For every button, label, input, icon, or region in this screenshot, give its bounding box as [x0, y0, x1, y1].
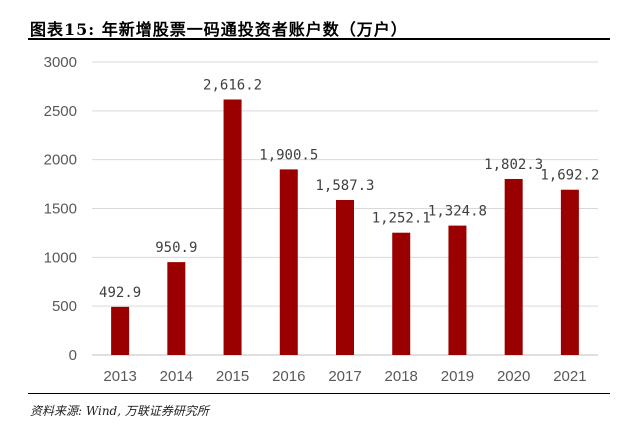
y-tick-label: 1500: [44, 201, 77, 218]
bar-2019: [448, 225, 467, 355]
y-tick-label: 1000: [44, 249, 77, 266]
y-axis: 0 500 1000 1500 2000 2500 3000: [44, 54, 77, 364]
bar-2018: [392, 232, 411, 355]
x-tick-label: 2020: [497, 368, 530, 385]
data-label: 1,252.1: [372, 211, 431, 227]
data-label: 1,802.3: [484, 157, 543, 173]
footer-rule: [28, 393, 610, 394]
y-tick-label: 3000: [44, 54, 77, 71]
y-tick-label: 0: [69, 347, 77, 364]
x-tick-label: 2021: [553, 368, 586, 385]
bar-2015: [223, 99, 242, 355]
data-label: 1,900.5: [259, 147, 318, 163]
x-tick-label: 2015: [216, 368, 249, 385]
bars: [111, 99, 579, 355]
y-tick-label: 500: [52, 298, 77, 315]
data-label: 1,692.2: [540, 168, 599, 184]
data-label: 950.9: [155, 240, 197, 256]
x-tick-label: 2018: [385, 368, 418, 385]
bar-2016: [279, 169, 298, 355]
source-note: 资料来源: Wind, 万联证券研究所: [30, 404, 209, 418]
x-tick-label: 2017: [328, 368, 361, 385]
title-bar: 图表15: 年新增股票一码通投资者账户数（万户）: [28, 14, 610, 40]
data-label: 1,324.8: [428, 204, 487, 220]
x-tick-label: 2016: [272, 368, 305, 385]
bar-2021: [560, 189, 579, 355]
bar-chart: 0 500 1000 1500 2000 2500 3000 492.9 950.9 2,616…: [44, 54, 600, 385]
y-tick-label: 2500: [44, 103, 77, 120]
data-label: 492.9: [99, 285, 141, 301]
chart-title: 图表15: 年新增股票一码通投资者账户数（万户）: [30, 20, 408, 39]
y-tick-label: 2000: [44, 152, 77, 169]
bar-2017: [336, 199, 354, 355]
data-label: 2,616.2: [203, 77, 262, 93]
bar-2014: [167, 262, 186, 355]
x-tick-label: 2014: [160, 368, 193, 385]
x-tick-label: 2013: [103, 368, 136, 385]
x-axis: 2013 2014 2015 2016 2017 2018 2019 2020 2021: [103, 368, 586, 385]
data-label: 1,587.3: [315, 178, 374, 194]
data-labels: 492.9950.92,616.21,900.51,587.31,252.11,…: [99, 77, 599, 300]
bar-2013: [111, 306, 130, 355]
bar-2020: [504, 178, 523, 355]
x-tick-label: 2019: [441, 368, 474, 385]
